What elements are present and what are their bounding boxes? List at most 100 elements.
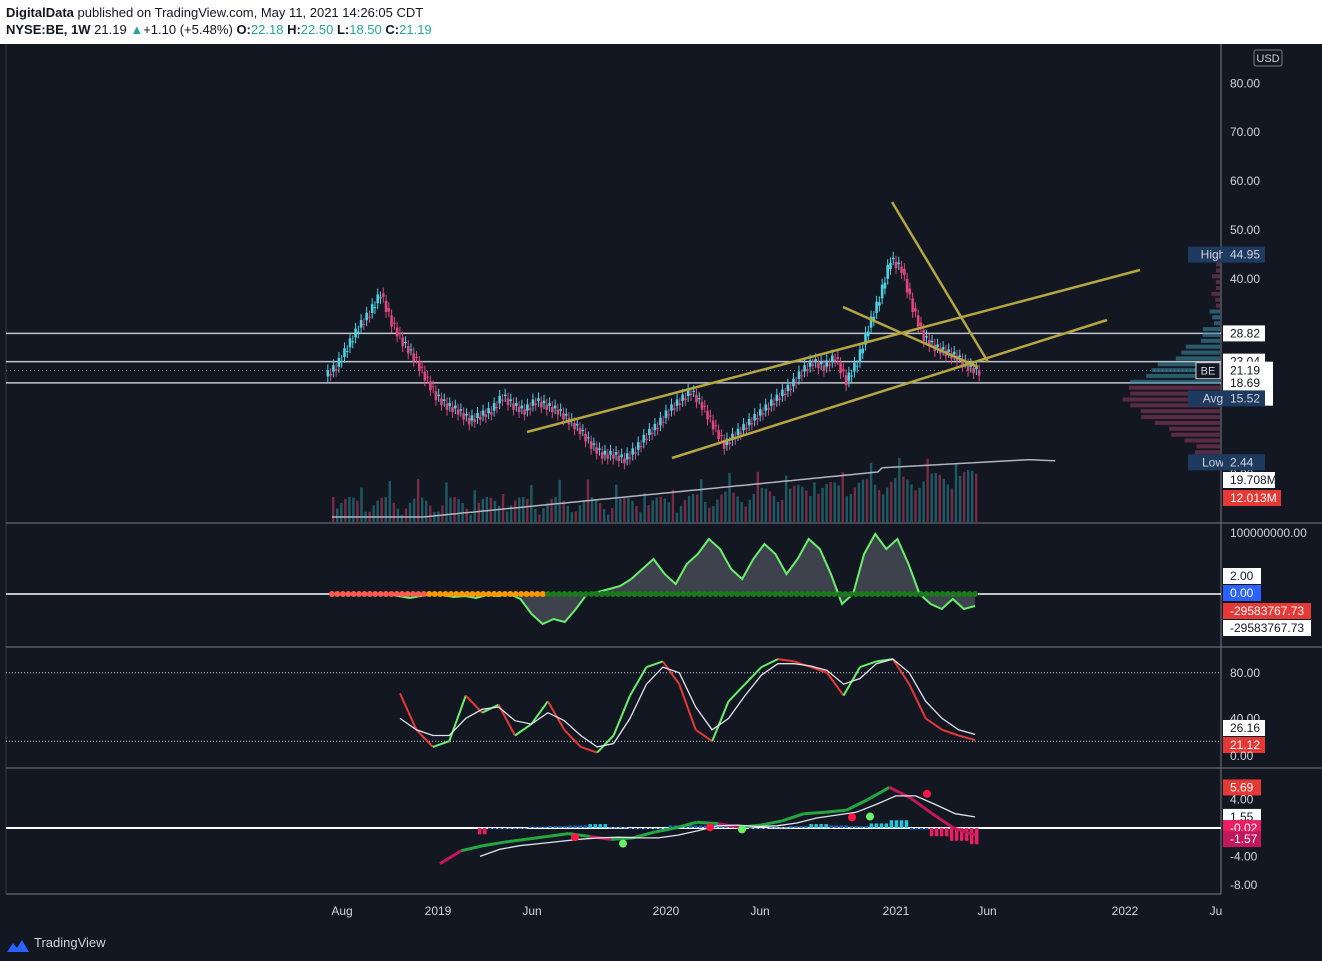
macd-line-segment bbox=[909, 796, 934, 815]
macd-histogram-bar bbox=[703, 825, 708, 828]
macd-histogram-bar bbox=[483, 827, 487, 835]
macd-histogram-bar bbox=[603, 824, 608, 828]
macd-line-segment bbox=[439, 849, 463, 865]
candle-body bbox=[454, 405, 457, 409]
volume-bar bbox=[695, 494, 699, 523]
volume-bar bbox=[449, 497, 452, 523]
volume-bar bbox=[611, 508, 614, 523]
macd-histogram-bar bbox=[769, 827, 773, 829]
candle-body bbox=[720, 435, 723, 437]
macd-histogram-bar bbox=[969, 827, 974, 845]
volume-tag-bg bbox=[1223, 490, 1281, 506]
candle-body bbox=[672, 408, 676, 410]
volume-bar bbox=[344, 498, 347, 523]
candle-body bbox=[645, 438, 648, 440]
stochastic-panel bbox=[6, 658, 1221, 754]
candle-body bbox=[897, 262, 901, 265]
volume-bar bbox=[457, 498, 460, 523]
volume-profile-bar bbox=[1216, 286, 1220, 291]
stoch-k-segment bbox=[711, 700, 730, 742]
candle-body bbox=[370, 304, 374, 313]
volume-bar bbox=[914, 490, 917, 523]
volume-ma-tag-bg bbox=[1223, 472, 1275, 488]
candle-body bbox=[803, 365, 806, 372]
accumulation-dot bbox=[718, 591, 725, 597]
chart-area[interactable]: USD 80.00 70.00 60.00 50.00 40.00 0.00 High 44.9… bbox=[0, 44, 1322, 934]
candle-body bbox=[880, 284, 884, 299]
accumulation-dot bbox=[880, 591, 887, 597]
accumulation-dot bbox=[799, 591, 806, 597]
level-value-bg bbox=[1223, 246, 1265, 263]
candle-body bbox=[908, 288, 912, 295]
volume-bar bbox=[566, 505, 569, 523]
accumulation-dot bbox=[361, 591, 368, 597]
candle-body bbox=[684, 398, 687, 400]
footer-brand[interactable]: TradingView bbox=[34, 935, 106, 950]
candle-body bbox=[653, 423, 657, 431]
volume-bar bbox=[497, 505, 501, 523]
accumulation-dot bbox=[599, 591, 606, 597]
candle-body bbox=[326, 370, 330, 377]
candle-body bbox=[936, 344, 939, 348]
macd-histogram-bar bbox=[588, 824, 592, 828]
volume-bar bbox=[453, 497, 456, 523]
stoch-k-segment bbox=[596, 734, 615, 754]
acc-tick-3: -29583767.73 bbox=[1230, 604, 1304, 618]
candle-body bbox=[969, 364, 973, 367]
macd-histogram-bar bbox=[638, 827, 643, 830]
candle-body bbox=[329, 374, 332, 376]
volume-bar bbox=[663, 498, 667, 523]
macd-line-segment bbox=[803, 810, 826, 816]
stoch-tick-2: 26.16 bbox=[1230, 721, 1260, 735]
volume-bar bbox=[647, 505, 650, 523]
accumulation-dot bbox=[420, 591, 427, 597]
publisher-name[interactable]: DigitalData bbox=[6, 5, 74, 20]
candle-body bbox=[539, 402, 543, 408]
candle-body bbox=[905, 278, 909, 293]
stoch-tick-0: 80.00 bbox=[1230, 666, 1260, 680]
volume-bar bbox=[679, 505, 683, 523]
stoch-k-segment bbox=[826, 672, 845, 697]
candle-body bbox=[922, 330, 926, 342]
volume-bar bbox=[594, 499, 598, 523]
candle-body bbox=[844, 375, 848, 386]
macd-histogram-bar bbox=[794, 826, 798, 828]
macd-histogram-bar bbox=[568, 825, 572, 828]
candle-body bbox=[612, 454, 615, 459]
accumulation-dot bbox=[772, 591, 779, 597]
candle-body bbox=[941, 346, 945, 350]
volume-bar bbox=[873, 484, 877, 523]
accumulation-dot bbox=[669, 591, 676, 597]
accumulation-dot bbox=[653, 591, 660, 597]
accumulation-dot bbox=[955, 591, 962, 597]
volume-bar bbox=[776, 501, 780, 523]
candle-body bbox=[587, 437, 590, 439]
level-value-bg bbox=[1223, 390, 1265, 407]
candle-body bbox=[756, 418, 759, 420]
price-tick-4: 40.00 bbox=[1230, 272, 1260, 286]
symbol-line: NYSE:BE, 1W 21.19 ▲+1.10 (+5.48%) O:22.1… bbox=[6, 22, 432, 37]
stoch-k-segment bbox=[563, 729, 582, 748]
volume-bar bbox=[736, 496, 739, 523]
candle-body bbox=[520, 405, 524, 409]
accumulation-dot bbox=[766, 591, 773, 597]
candle-body bbox=[332, 365, 335, 372]
candle-body bbox=[362, 323, 366, 325]
volume-bar bbox=[372, 505, 375, 523]
candle-body bbox=[584, 433, 587, 442]
stoch-k-segment bbox=[958, 734, 976, 742]
volume-bar bbox=[910, 484, 913, 523]
stoch-k-segment bbox=[580, 745, 598, 754]
volume-bar bbox=[829, 481, 832, 523]
accumulation-dot bbox=[523, 591, 530, 597]
macd-histogram-bar bbox=[899, 820, 904, 828]
candle-body bbox=[404, 342, 407, 344]
stoch-d-tag-bg bbox=[1223, 720, 1265, 736]
candle-body bbox=[927, 339, 931, 347]
chart-svg[interactable]: USD 80.00 70.00 60.00 50.00 40.00 0.00 High 44.9… bbox=[0, 44, 1322, 934]
macd-cross-marker bbox=[866, 812, 874, 821]
stoch-k-segment bbox=[777, 658, 795, 663]
macd-line-segment bbox=[568, 832, 590, 838]
accumulation-dot bbox=[853, 591, 860, 597]
macd-histogram-bar bbox=[508, 827, 512, 829]
